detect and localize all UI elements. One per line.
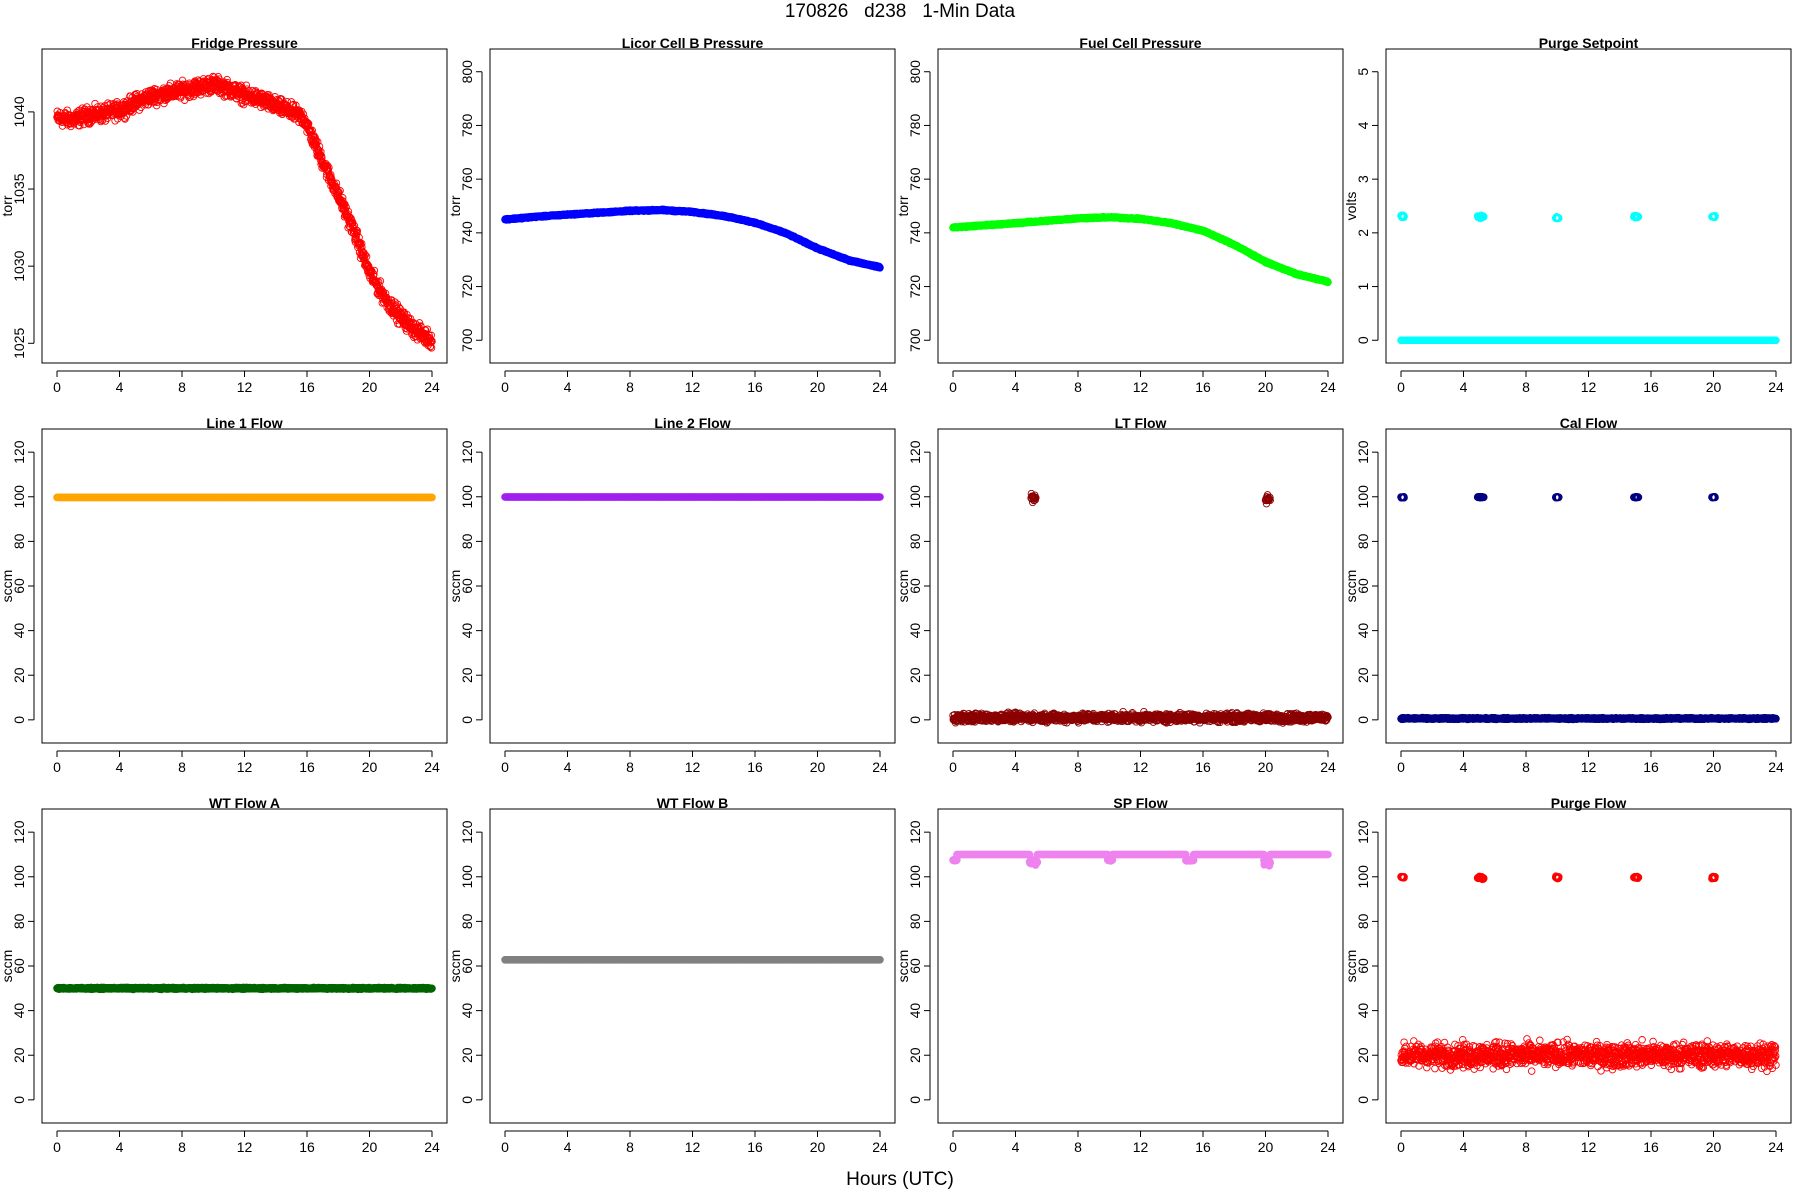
plot-frame [41,48,448,364]
data-point [307,128,315,136]
y-axis-label: torr [0,195,15,216]
series-points [949,212,1332,287]
y-tick-label: 3 [1355,175,1371,183]
y-tick-label: 1025 [11,328,27,359]
data-point [313,138,322,146]
series-points [501,205,884,272]
data-point [1324,278,1332,287]
data-point [144,100,153,109]
data-point [238,99,247,107]
x-tick-label: 12 [237,379,253,395]
x-tick-label: 12 [1133,379,1149,395]
plot-frame [1385,48,1792,364]
y-tick-label: 2 [1355,229,1371,237]
x-tick-label: 8 [626,379,634,395]
y-tick-label: 700 [907,328,923,352]
y-tick-label: 760 [459,167,475,191]
x-tick-label: 24 [1320,379,1336,395]
data-point [75,122,84,130]
y-tick-label: 720 [907,275,923,299]
plot-frame [489,48,896,364]
x-tick-label: 4 [116,379,124,395]
y-tick-label: 0 [1355,336,1371,344]
x-tick-label: 20 [1258,379,1274,395]
x-tick-label: 16 [747,379,763,395]
data-point [876,264,884,272]
x-tick-label: 0 [501,379,509,395]
x-tick-label: 20 [362,379,378,395]
x-tick-label: 8 [1522,379,1530,395]
x-tick-label: 8 [178,379,186,395]
y-tick-label: 1030 [11,250,27,281]
x-tick-label: 4 [1012,379,1020,395]
y-tick-label: 760 [907,167,923,191]
data-point [197,91,205,99]
y-tick-label: 800 [907,60,923,84]
x-tick-label: 0 [53,379,61,395]
y-tick-label: 720 [459,275,475,299]
x-tick-label: 0 [1397,379,1405,395]
x-tick-label: 16 [1643,379,1659,395]
plot-frame [937,48,1344,364]
panel-title: Fridge Pressure [191,35,298,51]
y-tick-label: 780 [459,114,475,138]
y-tick-label: 4 [1355,121,1371,129]
data-point [308,126,316,135]
data-point [283,98,291,106]
x-tick-label: 0 [949,379,957,395]
y-tick-label: 700 [459,328,475,352]
y-tick-label: 1040 [11,96,27,127]
data-point [111,117,119,125]
y-tick-label: 1035 [11,173,27,204]
y-tick-label: 740 [459,221,475,245]
x-tick-label: 24 [872,379,888,395]
data-point [274,96,283,105]
data-point [315,142,324,151]
x-tick-label: 16 [1195,379,1211,395]
x-tick-label: 8 [1074,379,1082,395]
y-tick-label: 5 [1355,68,1371,76]
figure-title: 170826 d238 1-Min Data [784,1,1016,22]
x-tick-label: 20 [810,379,826,395]
series-points [53,72,436,352]
y-axis-label: volts [1343,192,1359,221]
x-tick-label: 4 [1460,379,1468,395]
y-tick-label: 780 [907,114,923,138]
y-axis-label: torr [447,195,463,216]
y-tick-label: 1 [1355,282,1371,290]
data-point [311,135,320,144]
x-tick-label: 24 [1768,379,1784,395]
x-tick-label: 16 [299,379,315,395]
y-tick-label: 800 [459,60,475,84]
x-tick-label: 12 [1581,379,1597,395]
y-tick-label: 740 [907,221,923,245]
panel-0: Fridge Pressure 0 4 8 12 16 20 24 1025 1030 1035 10… [0,35,448,395]
series-points [1397,211,1780,345]
x-tick-label: 24 [424,379,440,395]
y-axis-label: torr [895,195,911,216]
x-tick-label: 4 [564,379,572,395]
x-tick-label: 20 [1706,379,1722,395]
x-tick-label: 12 [685,379,701,395]
